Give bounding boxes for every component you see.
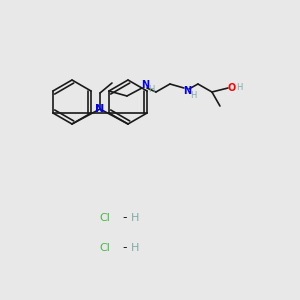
Text: H: H — [236, 83, 242, 92]
Text: N: N — [183, 86, 191, 96]
Text: Cl: Cl — [100, 243, 110, 253]
Text: H: H — [131, 243, 139, 253]
Text: N: N — [95, 104, 105, 114]
Text: H: H — [148, 85, 154, 94]
Text: -: - — [123, 212, 127, 224]
Text: H: H — [131, 213, 139, 223]
Text: N: N — [141, 80, 149, 90]
Text: O: O — [228, 83, 236, 93]
Text: Cl: Cl — [100, 213, 110, 223]
Text: -: - — [123, 242, 127, 254]
Text: H: H — [190, 91, 196, 100]
